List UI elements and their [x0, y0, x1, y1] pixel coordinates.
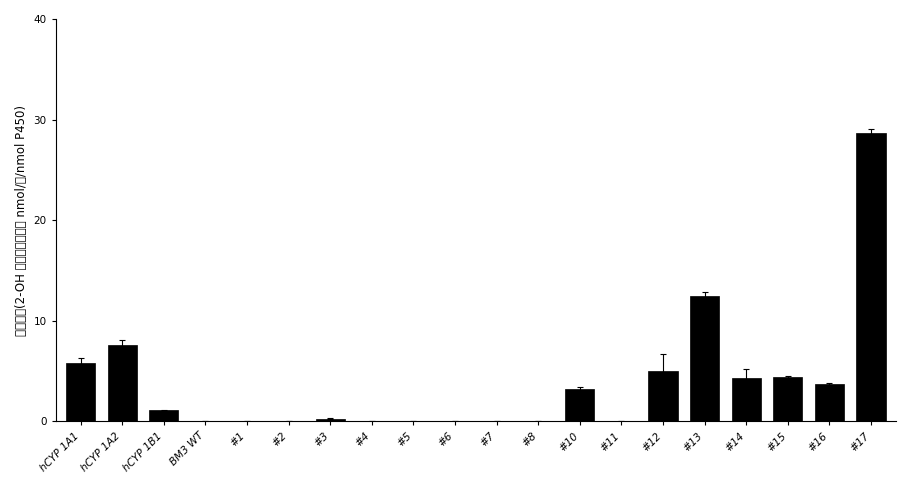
Bar [732, 378, 761, 422]
Bar [773, 377, 803, 422]
Bar [566, 389, 594, 422]
Bar [856, 133, 885, 422]
Y-axis label: 반응속도(2-OH 에스트라디아올 nmol/분/nmol P450): 반응속도(2-OH 에스트라디아올 nmol/분/nmol P450) [15, 105, 28, 336]
Bar [691, 296, 719, 422]
Bar [67, 363, 96, 422]
Bar [316, 419, 345, 422]
Bar [814, 384, 844, 422]
Bar [649, 371, 678, 422]
Bar [149, 410, 179, 422]
Bar [107, 345, 137, 422]
